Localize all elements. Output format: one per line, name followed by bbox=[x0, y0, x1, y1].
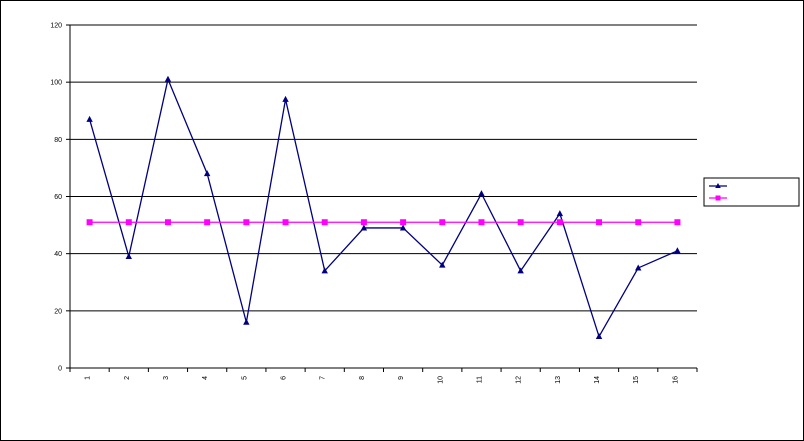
series-group bbox=[86, 75, 681, 340]
y-tick-label-80: 80 bbox=[54, 137, 62, 144]
series-2-point-4 bbox=[204, 219, 211, 226]
x-tick-label-8: 8 bbox=[359, 376, 366, 380]
series-2-point-2 bbox=[125, 219, 132, 226]
x-tick-label-2: 2 bbox=[124, 376, 131, 380]
x-tick-label-9: 9 bbox=[398, 376, 405, 380]
series-1-point-16 bbox=[674, 247, 681, 254]
y-tick-label-0: 0 bbox=[58, 366, 62, 373]
series-1-point-6 bbox=[282, 95, 289, 102]
series-2-point-9 bbox=[400, 219, 407, 226]
series-1-point-12 bbox=[517, 267, 524, 274]
legend bbox=[703, 177, 800, 207]
series-2-point-6 bbox=[282, 219, 289, 226]
x-tick-label-13: 13 bbox=[555, 376, 562, 384]
series-1-point-7 bbox=[321, 267, 328, 274]
x-tick-label-4: 4 bbox=[202, 376, 209, 380]
x-tick-label-15: 15 bbox=[633, 376, 640, 384]
series-2-point-14 bbox=[596, 219, 603, 226]
series-1-point-13 bbox=[556, 210, 564, 217]
x-tick-label-10: 10 bbox=[437, 376, 444, 384]
series-1-point-1 bbox=[86, 115, 93, 122]
series-1-point-5 bbox=[243, 318, 250, 325]
x-tick-label-11: 11 bbox=[476, 376, 483, 383]
x-tick-label-1: 1 bbox=[85, 376, 92, 380]
series-1-point-11 bbox=[478, 190, 485, 197]
x-tick-label-6: 6 bbox=[281, 376, 288, 380]
legend-box bbox=[703, 177, 800, 207]
series-2-point-16 bbox=[674, 219, 681, 226]
series-2-point-10 bbox=[439, 219, 446, 226]
series-1-point-14 bbox=[595, 333, 603, 340]
series-1-point-8 bbox=[360, 224, 368, 231]
x-tick-label-14: 14 bbox=[594, 376, 601, 384]
series-1-point-2 bbox=[125, 253, 132, 260]
y-tick-label-120: 120 bbox=[50, 23, 62, 30]
series-1-line bbox=[88, 77, 678, 339]
series-2-point-7 bbox=[321, 219, 328, 226]
y-tick-label-20: 20 bbox=[54, 308, 62, 315]
series-2-point-12 bbox=[517, 219, 524, 226]
series-2-point-3 bbox=[164, 219, 171, 226]
x-tick-label-7: 7 bbox=[320, 376, 327, 380]
y-tick-label-60: 60 bbox=[54, 194, 62, 201]
y-tick-label-100: 100 bbox=[50, 80, 62, 87]
x-tick-label-3: 3 bbox=[163, 376, 170, 380]
x-tick-label-5: 5 bbox=[241, 376, 248, 380]
legend-marker-series-1 bbox=[715, 183, 721, 188]
series-1-point-3 bbox=[164, 75, 172, 82]
y-tick-label-40: 40 bbox=[54, 251, 62, 258]
series-2-point-8 bbox=[360, 219, 367, 226]
series-2-point-11 bbox=[478, 219, 485, 226]
x-tick-label-16: 16 bbox=[672, 376, 679, 384]
series-1-point-15 bbox=[635, 264, 642, 271]
series-1-point-4 bbox=[203, 170, 211, 177]
series-2-point-15 bbox=[635, 219, 642, 226]
gridlines bbox=[70, 24, 697, 312]
x-tick-label-12: 12 bbox=[516, 376, 523, 384]
series-1-point-9 bbox=[399, 224, 407, 231]
series-2-point-5 bbox=[243, 219, 250, 226]
series-2-point-1 bbox=[86, 219, 93, 226]
series-1-point-10 bbox=[439, 261, 446, 268]
legend-marker-series-2 bbox=[715, 195, 721, 201]
series-2-point-13 bbox=[556, 219, 563, 226]
